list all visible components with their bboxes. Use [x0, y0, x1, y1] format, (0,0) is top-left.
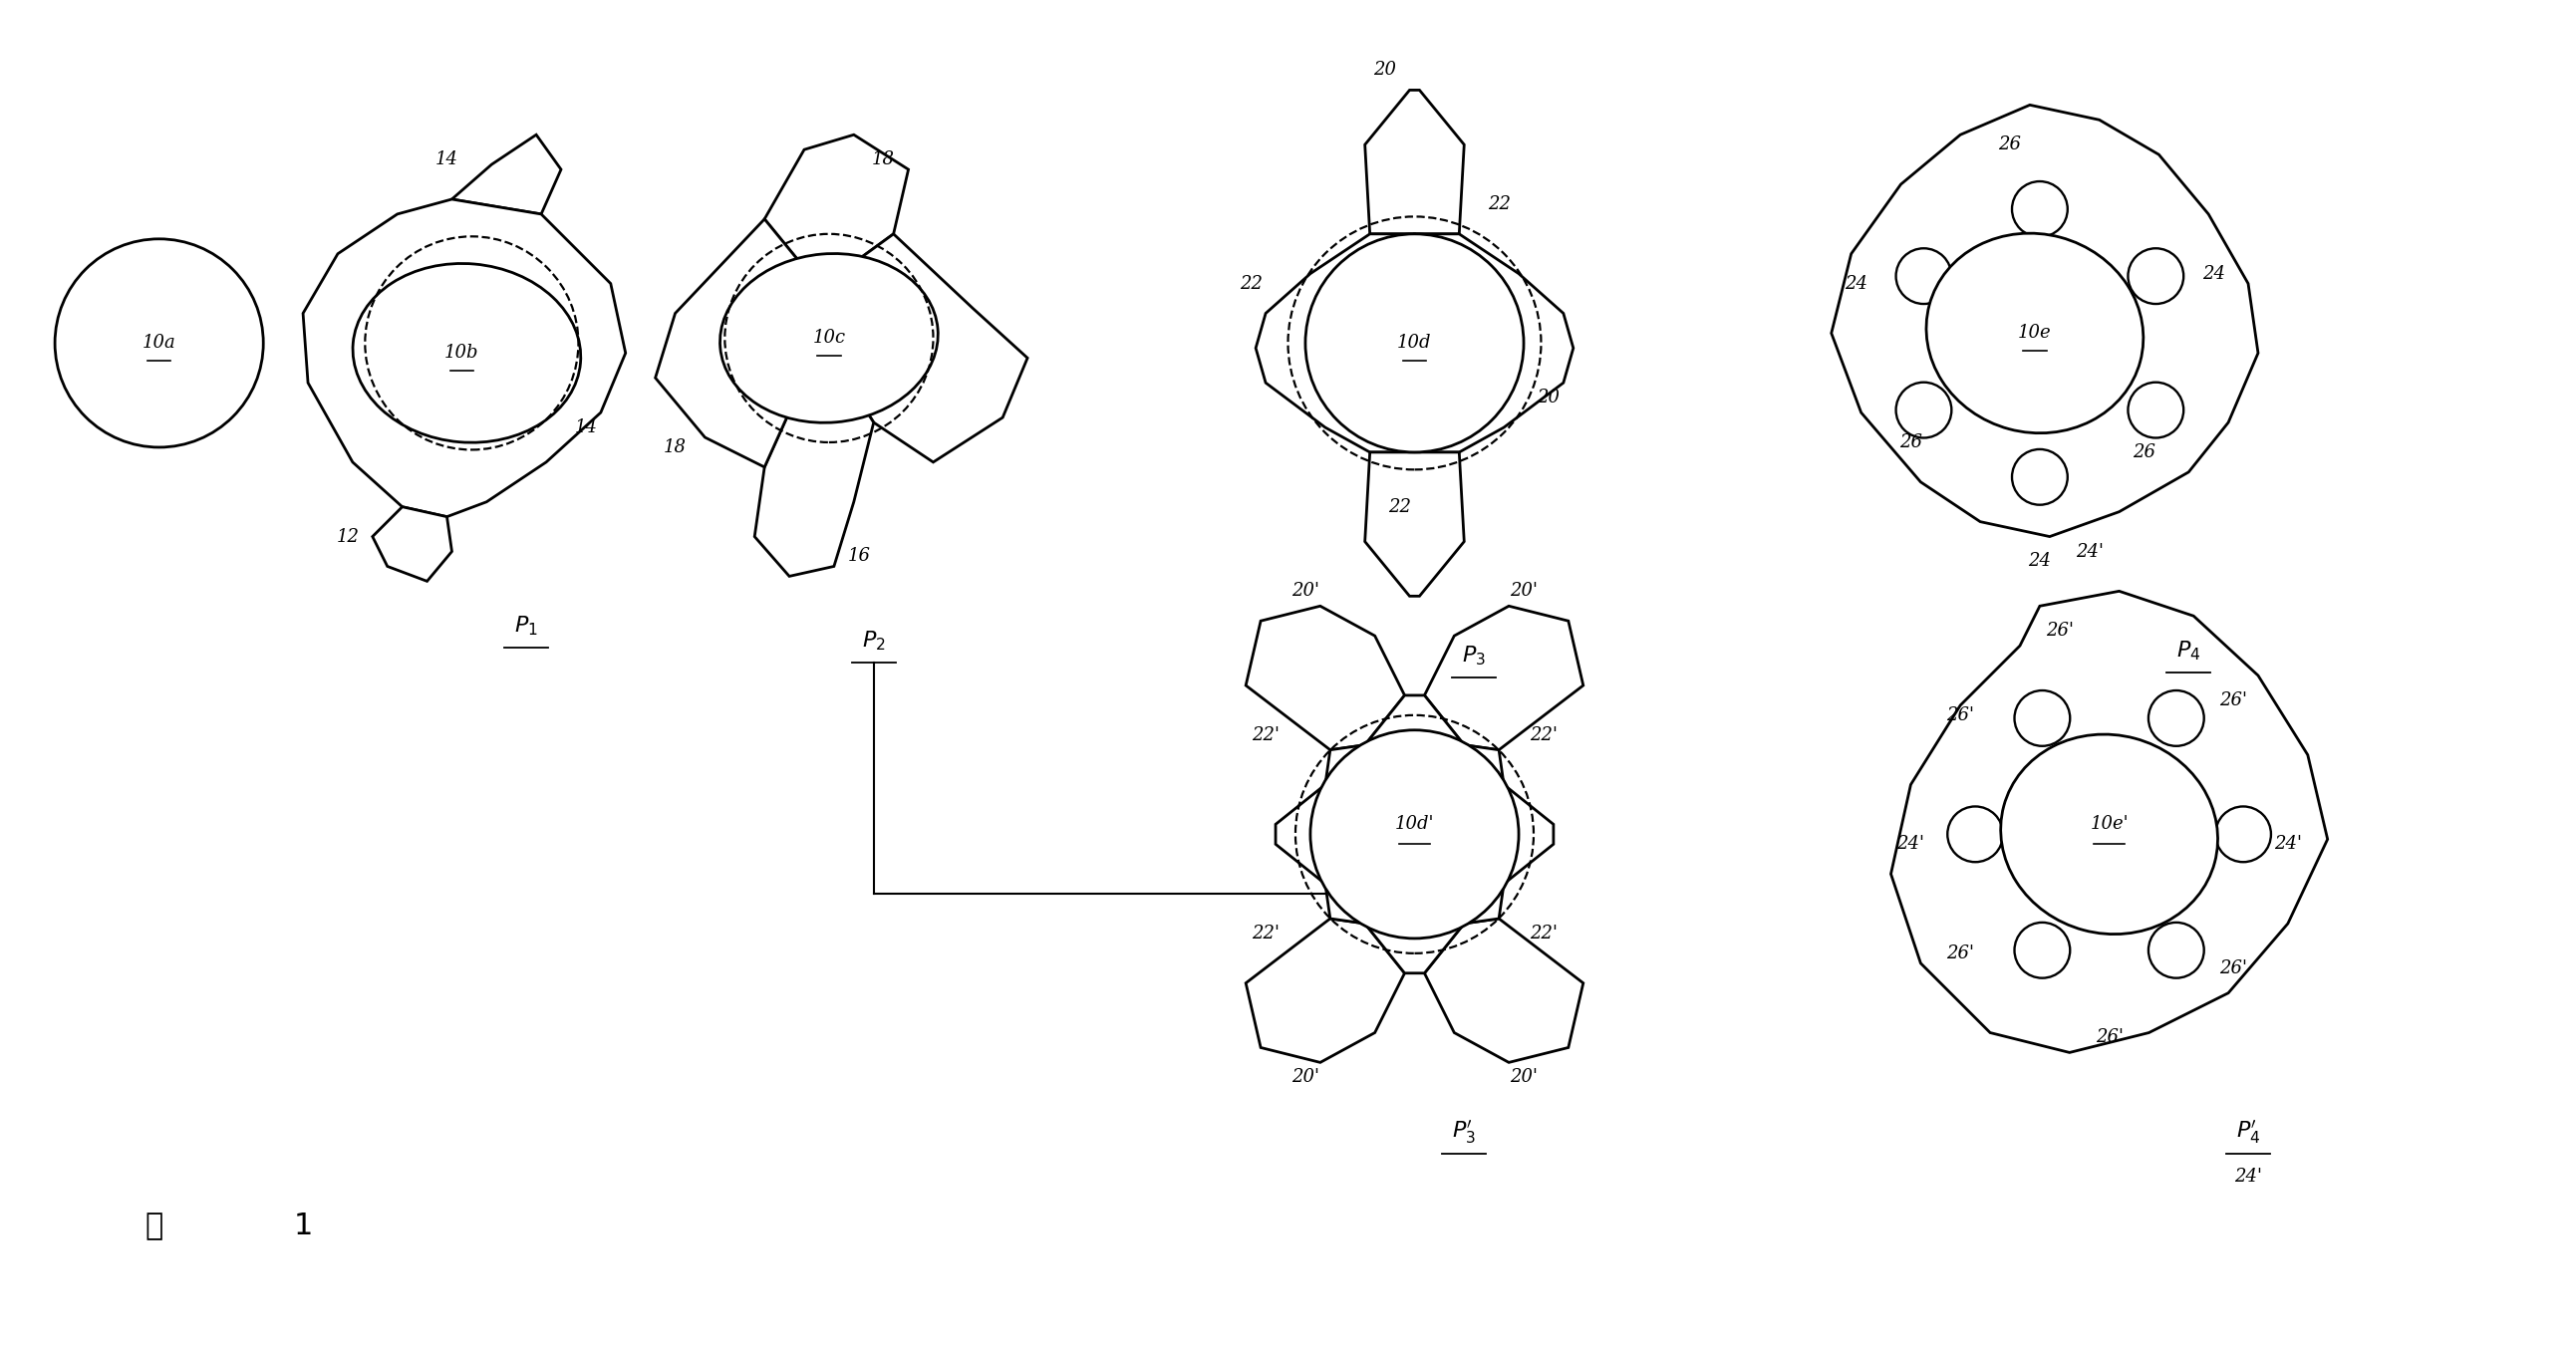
Text: 18: 18	[873, 151, 894, 168]
Text: 26: 26	[1899, 433, 1922, 452]
Text: 10d: 10d	[1396, 334, 1432, 352]
Circle shape	[2215, 806, 2272, 861]
Polygon shape	[304, 200, 626, 516]
Polygon shape	[1425, 607, 1584, 749]
Ellipse shape	[2002, 735, 2218, 934]
Circle shape	[2014, 690, 2071, 745]
Circle shape	[1896, 248, 1953, 303]
Text: 14: 14	[435, 151, 459, 168]
Text: 1: 1	[294, 1212, 312, 1240]
Polygon shape	[1255, 235, 1414, 452]
Polygon shape	[1365, 452, 1463, 596]
Text: $P_3'$: $P_3'$	[1453, 1119, 1476, 1146]
Ellipse shape	[721, 253, 938, 423]
Text: 26': 26'	[2221, 692, 2246, 709]
Text: 22: 22	[1239, 275, 1262, 293]
Text: $P_1$: $P_1$	[515, 615, 538, 638]
Text: 24: 24	[1844, 275, 1868, 293]
Circle shape	[2014, 922, 2071, 979]
Polygon shape	[1247, 918, 1404, 1062]
Circle shape	[2012, 182, 2069, 237]
Polygon shape	[765, 135, 909, 274]
Text: 22': 22'	[1530, 925, 1558, 942]
Circle shape	[2012, 449, 2069, 506]
Polygon shape	[1275, 696, 1553, 973]
Text: 24: 24	[2202, 264, 2226, 283]
Ellipse shape	[1927, 233, 2143, 433]
Text: 20': 20'	[1291, 1069, 1319, 1086]
Polygon shape	[374, 507, 451, 581]
Polygon shape	[755, 368, 873, 576]
Text: 22': 22'	[1252, 925, 1280, 942]
Ellipse shape	[353, 263, 580, 442]
Text: 10d': 10d'	[1394, 816, 1435, 833]
Text: 24': 24'	[2233, 1167, 2262, 1185]
Text: 20': 20'	[1510, 1069, 1538, 1086]
Polygon shape	[1425, 918, 1584, 1062]
Text: 10a: 10a	[142, 334, 175, 352]
Text: 图: 图	[144, 1212, 162, 1240]
Text: 26': 26'	[2045, 621, 2074, 640]
Text: 20: 20	[1373, 61, 1396, 80]
Polygon shape	[1414, 235, 1574, 452]
Polygon shape	[654, 220, 809, 468]
Circle shape	[2128, 383, 2184, 438]
Text: 26: 26	[2133, 443, 2156, 461]
Text: 10e: 10e	[2017, 325, 2050, 342]
Polygon shape	[1365, 90, 1463, 235]
Circle shape	[1896, 383, 1953, 438]
Ellipse shape	[1306, 235, 1522, 452]
Text: 20': 20'	[1291, 582, 1319, 600]
Text: 16: 16	[848, 547, 871, 565]
Polygon shape	[1247, 607, 1404, 749]
Ellipse shape	[54, 239, 263, 448]
Text: 20: 20	[1538, 388, 1561, 407]
Text: 12: 12	[337, 527, 358, 546]
Text: 18: 18	[665, 438, 688, 456]
Text: 14: 14	[574, 418, 598, 437]
Text: $P_3$: $P_3$	[1463, 644, 1486, 667]
Polygon shape	[840, 235, 1028, 462]
Text: 24: 24	[2027, 553, 2050, 570]
Text: 26: 26	[1999, 136, 2022, 154]
Polygon shape	[1832, 105, 2259, 537]
Ellipse shape	[1311, 731, 1520, 938]
Text: 20': 20'	[1510, 582, 1538, 600]
Text: 26': 26'	[1947, 945, 1973, 962]
Text: $P_4$: $P_4$	[2177, 639, 2200, 662]
Text: 10c: 10c	[811, 329, 845, 346]
Text: 22: 22	[1388, 497, 1412, 516]
Text: 26': 26'	[2221, 960, 2246, 977]
Circle shape	[1947, 806, 2004, 861]
Text: $P_2$: $P_2$	[863, 630, 886, 652]
Text: 10b: 10b	[446, 344, 479, 363]
Text: 22': 22'	[1530, 727, 1558, 744]
Circle shape	[2148, 690, 2205, 745]
Text: 22: 22	[1486, 195, 1510, 213]
Text: 26': 26'	[1947, 706, 1973, 724]
Polygon shape	[451, 135, 562, 214]
Text: 24': 24'	[2076, 542, 2105, 561]
Text: $P_4'$: $P_4'$	[2236, 1119, 2259, 1146]
Text: 24': 24'	[2275, 836, 2303, 853]
Polygon shape	[1891, 592, 2329, 1053]
Text: 10e': 10e'	[2089, 816, 2128, 833]
Circle shape	[2148, 922, 2205, 979]
Circle shape	[2128, 248, 2184, 303]
Text: 22': 22'	[1252, 727, 1280, 744]
Text: 24': 24'	[1896, 836, 1924, 853]
Text: 26': 26'	[2094, 1029, 2123, 1046]
